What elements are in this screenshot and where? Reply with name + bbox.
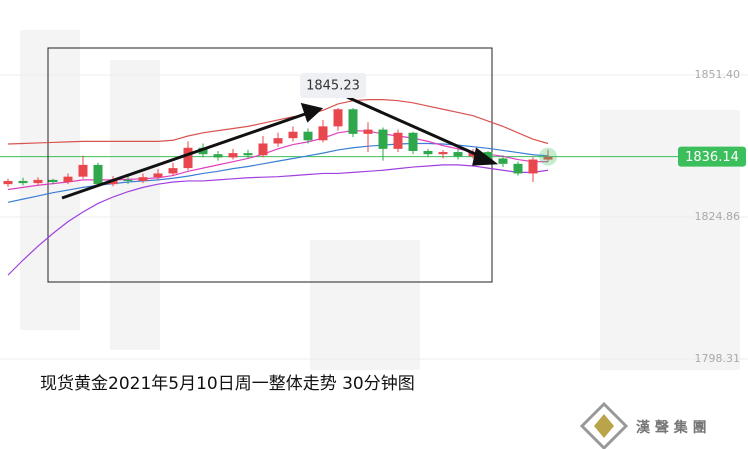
candle-body (228, 153, 238, 158)
candle-body (63, 176, 73, 183)
bg-building (110, 60, 160, 350)
candle-body (498, 158, 508, 164)
trend-arrows (61, 95, 499, 200)
candle-body (543, 156, 553, 160)
candle-body (33, 179, 43, 184)
annotation-box (300, 73, 366, 98)
y-tick-label: 1824.86 (695, 210, 741, 223)
candle-body (93, 164, 103, 185)
candle-body (318, 126, 328, 141)
arrow-up (61, 111, 309, 200)
y-tick-label: 1798.31 (695, 352, 741, 365)
grid: 1851.40 1824.86 1798.31 (0, 68, 748, 365)
arrow-down (346, 95, 483, 159)
background-buildings (20, 30, 740, 370)
bg-building (310, 240, 420, 370)
candle-body (513, 163, 523, 174)
candle-body (78, 164, 88, 177)
plot (3, 99, 557, 276)
candle-body (363, 129, 373, 134)
y-tick-label: 1851.40 (695, 68, 741, 81)
candle-body (18, 180, 28, 184)
price-tag (678, 146, 746, 167)
candle-body (123, 179, 133, 181)
candle-body (333, 109, 343, 127)
caption: 现货黄金2021年5月10日周一整体走势 30分钟图 (40, 374, 415, 394)
candle-body (273, 138, 283, 144)
candle-body (198, 147, 208, 155)
candle-body (378, 129, 388, 149)
candle-body (423, 150, 433, 155)
candle-body (213, 154, 223, 158)
annotation-label: 1845.23 (306, 79, 360, 94)
candle-body (303, 131, 313, 141)
candle-body (108, 179, 118, 185)
band-line (7, 142, 549, 203)
price-tag-label: 1836.14 (685, 150, 739, 165)
candle-body (168, 168, 178, 174)
logo-mark (579, 401, 629, 449)
candle-body (348, 109, 358, 134)
highlight-box (47, 47, 493, 283)
logo-text: 漢 聲 集 團 (636, 419, 707, 436)
candle-body (3, 180, 13, 185)
candle-body (483, 152, 493, 159)
candle-body (183, 147, 193, 169)
candle-body (48, 179, 58, 183)
last-glow (539, 147, 557, 166)
candle-body (258, 143, 268, 156)
candle-body (453, 152, 463, 157)
peak-annotation: 1845.23 (300, 73, 366, 98)
arrow-head (300, 102, 324, 123)
candle-body (528, 159, 538, 174)
candle-body (138, 177, 148, 181)
logo-mark (594, 414, 614, 438)
candle-body (408, 132, 418, 151)
candle-body (153, 173, 163, 178)
candle-body (393, 132, 403, 149)
band-line (7, 99, 549, 145)
candle-body (438, 152, 448, 155)
logo: 漢 聲 集 團 (579, 401, 707, 449)
arrow-head (472, 147, 499, 166)
candle-body (243, 153, 253, 156)
candle-body (288, 131, 298, 139)
band-line (7, 164, 549, 276)
